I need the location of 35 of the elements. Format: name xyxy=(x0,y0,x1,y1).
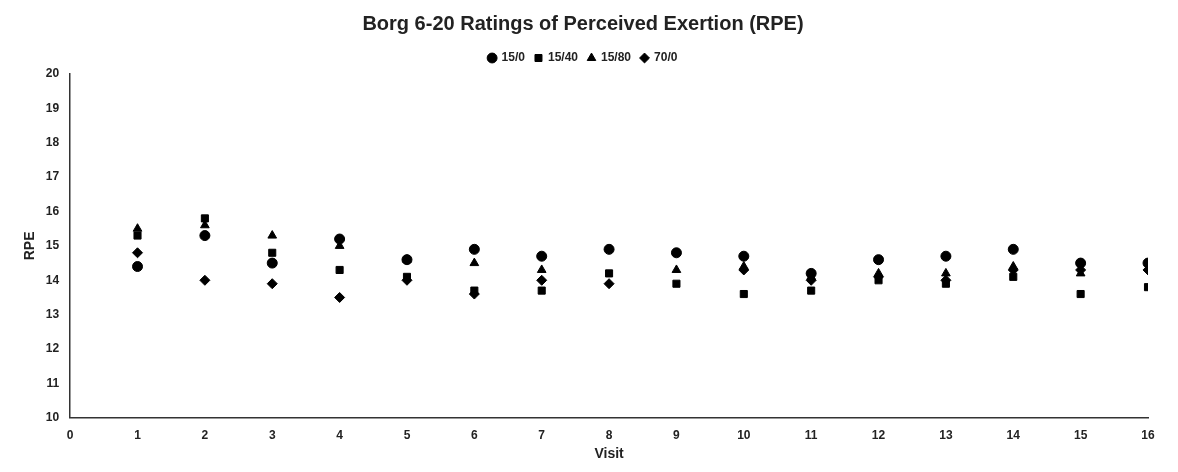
x-tick-label: 10 xyxy=(737,428,751,443)
y-tick-label: 18 xyxy=(45,135,60,150)
x-tick-label: 6 xyxy=(471,428,478,443)
x-tick-label: 8 xyxy=(605,428,613,443)
x-tick-label: 9 xyxy=(673,428,681,443)
chart-title: Borg 6-20 Ratings of Perceived Exertion (RPE) xyxy=(362,11,804,34)
x-tick-label: 7 xyxy=(538,428,546,443)
y-tick-label: 14 xyxy=(45,272,60,287)
legend-label: 15/80 xyxy=(601,50,632,65)
y-axis-title: RPE xyxy=(21,231,38,261)
x-axis-title: Visit xyxy=(594,445,625,462)
x-tick-label: 13 xyxy=(939,428,953,443)
y-tick-label: 12 xyxy=(45,341,60,356)
x-tick-label: 4 xyxy=(336,428,344,443)
x-tick-label: 0 xyxy=(66,428,74,443)
y-tick-label: 13 xyxy=(45,306,60,321)
y-tick-label: 20 xyxy=(45,66,60,81)
x-tick-label: 16 xyxy=(1141,428,1155,443)
y-tick-label: 10 xyxy=(45,410,60,425)
y-tick-label: 15 xyxy=(45,238,60,253)
y-tick-label: 19 xyxy=(45,100,60,115)
legend-label: 15/40 xyxy=(547,50,579,65)
x-tick-label: 15 xyxy=(1073,428,1088,443)
y-tick-label: 17 xyxy=(45,169,60,184)
x-tick-label: 2 xyxy=(201,428,209,443)
y-tick-label: 16 xyxy=(45,203,60,218)
x-tick-label: 11 xyxy=(804,428,818,443)
legend-label: 70/0 xyxy=(654,50,678,65)
x-tick-label: 14 xyxy=(1006,428,1021,443)
y-tick-label: 11 xyxy=(46,375,60,390)
x-tick-label: 3 xyxy=(268,428,276,443)
x-tick-label: 1 xyxy=(134,428,142,443)
x-tick-label: 5 xyxy=(403,428,411,443)
x-tick-label: 12 xyxy=(871,428,886,443)
legend-label: 15/0 xyxy=(501,50,526,65)
